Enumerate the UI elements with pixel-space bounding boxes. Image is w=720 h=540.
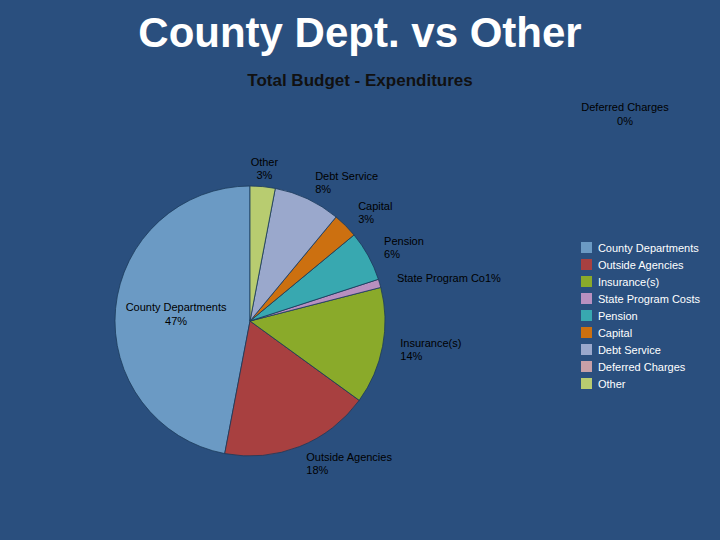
html-text:Deferred Charges 0%: Deferred Charges 0% [581,101,669,127]
html-text:Total Budget - Expenditures: Total Budget - Expenditures [247,71,473,90]
svg-text:Debt Service8%: Debt Service8% [315,170,378,195]
html-text:Debt Service: Debt Service [597,343,661,356]
svg-text:Other3%: Other3% [251,156,279,181]
svg-text:Capital3%: Capital3% [358,200,392,225]
svg-text:Insurance(s)14%: Insurance(s)14% [400,337,461,362]
svg-text:State Program Co1%: State Program Co1% [397,272,501,284]
html-text:Other: Other [597,377,626,390]
svg-text:County Departments47%: County Departments47% [126,301,227,326]
html-text:County Dept. vs Other: County Dept. vs Other [138,9,582,56]
html-text:State Program Costs: State Program Costs [597,292,700,305]
html-text:Insurance(s): Insurance(s) [597,275,659,288]
html-text:County Departments: County Departments [597,241,699,254]
html-text:Outside Agencies: Outside Agencies [597,258,684,271]
html-text:Capital: Capital [597,326,633,339]
html-text:Pension: Pension [597,309,638,322]
html-text:Deferred Charges: Deferred Charges [597,360,686,373]
svg-text:Pension6%: Pension6% [384,235,424,260]
svg-text:Outside Agencies18%: Outside Agencies18% [306,451,392,476]
